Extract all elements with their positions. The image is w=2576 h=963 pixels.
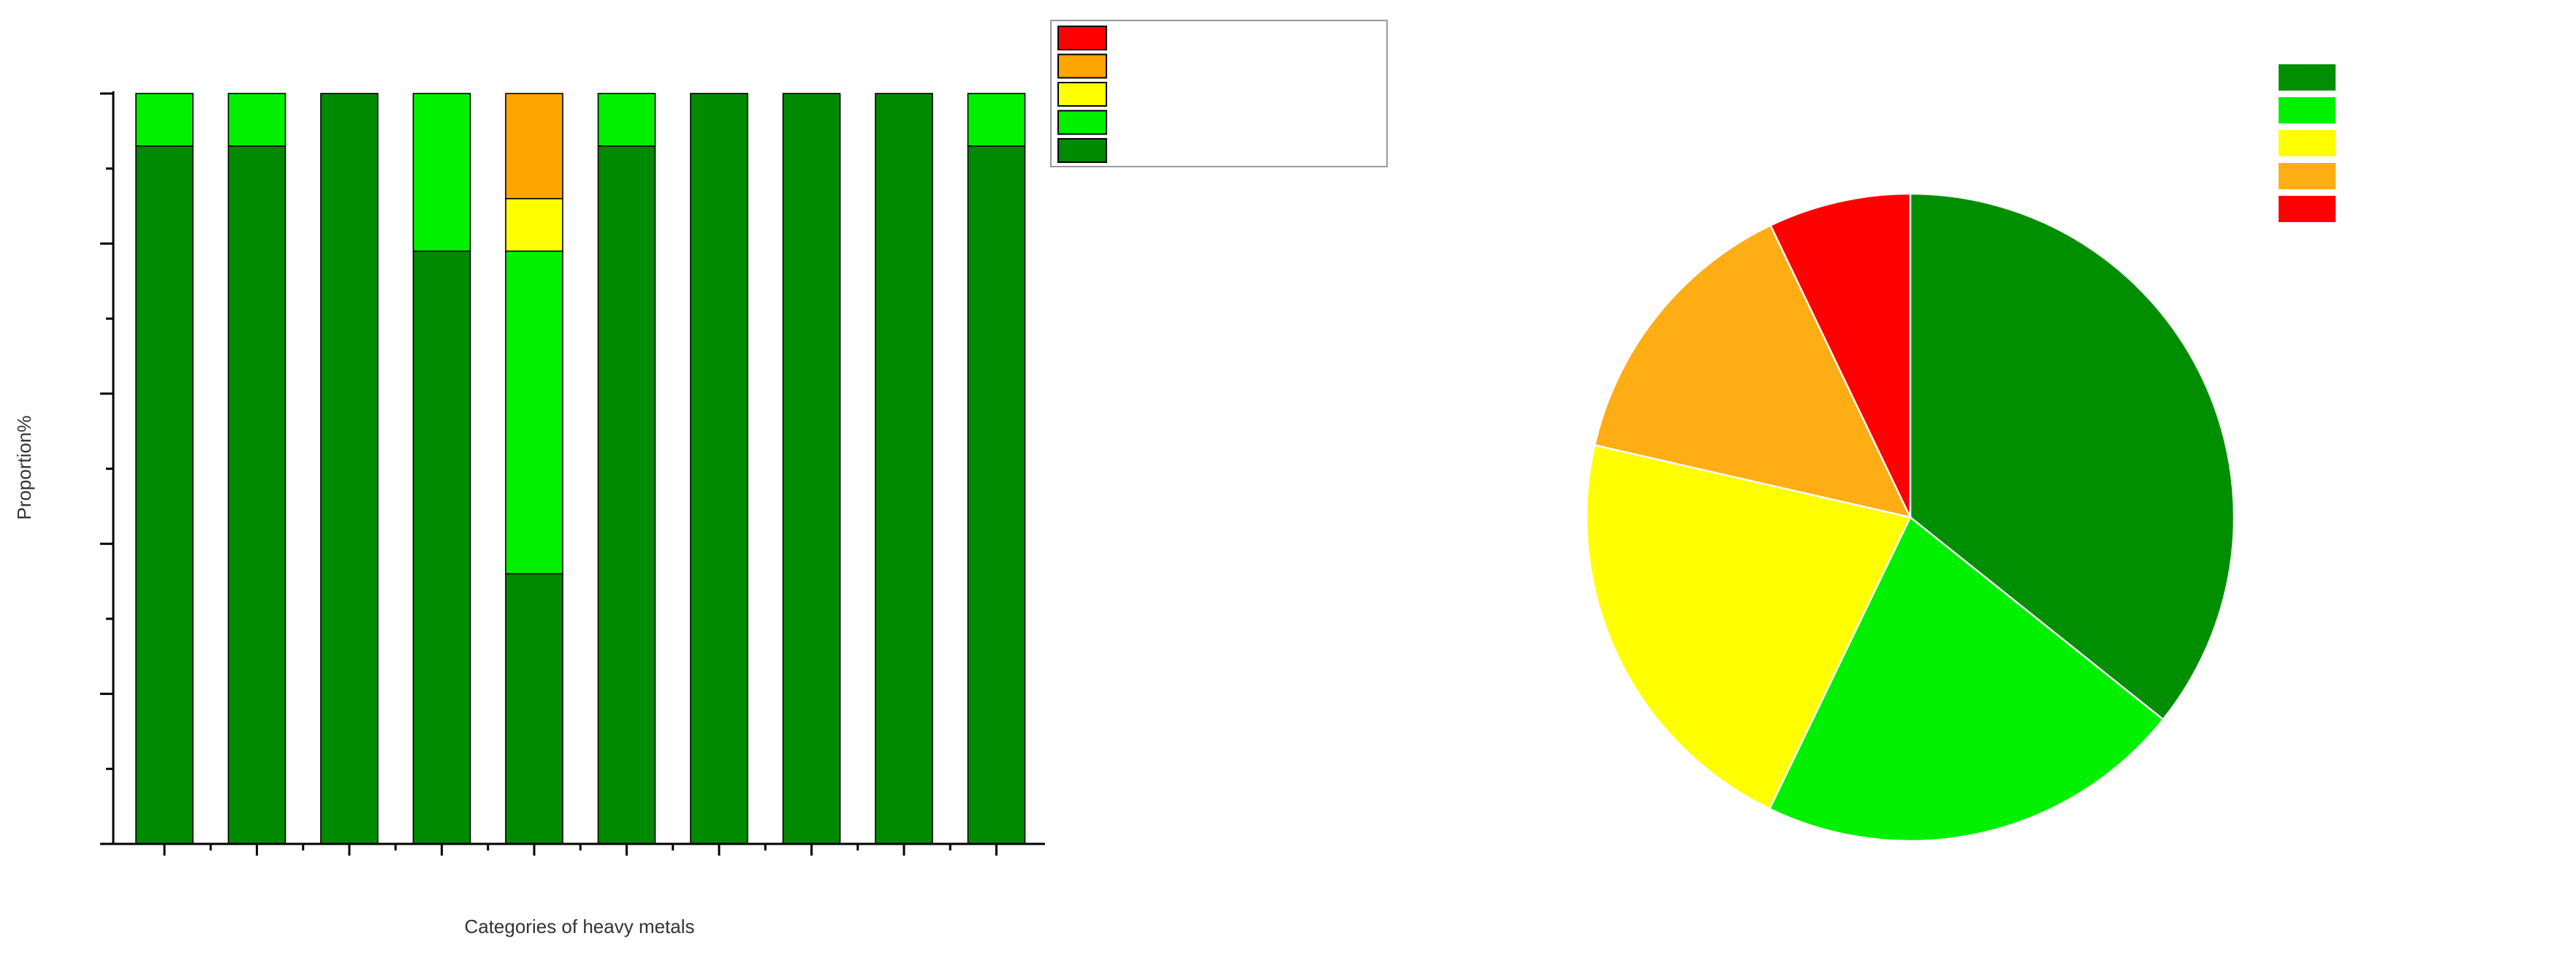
- bar-legend-items: [1057, 26, 1107, 163]
- bar-segment: [782, 93, 841, 845]
- pie-legend-swatch: [2279, 163, 2336, 189]
- bar-axes: [100, 91, 1045, 856]
- bar-segment: [505, 93, 563, 199]
- bar-legend: [1050, 20, 1388, 167]
- bar-segment: [875, 93, 933, 845]
- bar-segment: [412, 250, 471, 845]
- stacked-bar-chart: Proportion% Categories of heavy metals: [13, 20, 1388, 937]
- pie-chart: [1585, 64, 2336, 842]
- pie-slices: [1585, 192, 2235, 842]
- bar-segment: [597, 145, 656, 845]
- pie-legend-swatch: [2279, 97, 2336, 123]
- bar-segment: [135, 145, 194, 845]
- bar-legend-swatch: [1057, 138, 1107, 163]
- pie-legend: [2279, 64, 2336, 222]
- pie-slice: [1585, 444, 1912, 810]
- bar-segment: [505, 197, 563, 252]
- pie-legend-swatch: [2279, 196, 2336, 222]
- bar-segment: [227, 93, 286, 147]
- bar-legend-swatch: [1057, 82, 1107, 107]
- pie-legend-swatch: [2279, 64, 2336, 91]
- bar-legend-swatch: [1057, 110, 1107, 135]
- bar-segment: [320, 93, 379, 845]
- bar-segment: [967, 145, 1026, 845]
- pie-legend-swatch: [2279, 130, 2336, 156]
- pie-slice: [1909, 192, 2235, 721]
- x-axis-label: Categories of heavy metals: [464, 916, 694, 937]
- bar-legend-swatch: [1057, 53, 1107, 79]
- bar-segment: [597, 93, 656, 147]
- bar-segment: [505, 250, 563, 575]
- x-ticks: [163, 844, 998, 856]
- y-ticks: [100, 92, 113, 845]
- pie-slice: [1593, 224, 1912, 519]
- bar-legend-swatch: [1057, 26, 1107, 50]
- bar-segment: [505, 573, 563, 845]
- pie-slice: [1769, 192, 1912, 518]
- bar-segment: [967, 93, 1026, 147]
- bar-segment: [135, 93, 194, 147]
- bar-marks: [135, 93, 1026, 845]
- bar-segment: [690, 93, 748, 845]
- bar-segment: [412, 93, 471, 252]
- pie-slice: [1768, 516, 2165, 842]
- y-axis-label: Proportion%: [13, 415, 35, 519]
- bar-segment: [227, 145, 286, 845]
